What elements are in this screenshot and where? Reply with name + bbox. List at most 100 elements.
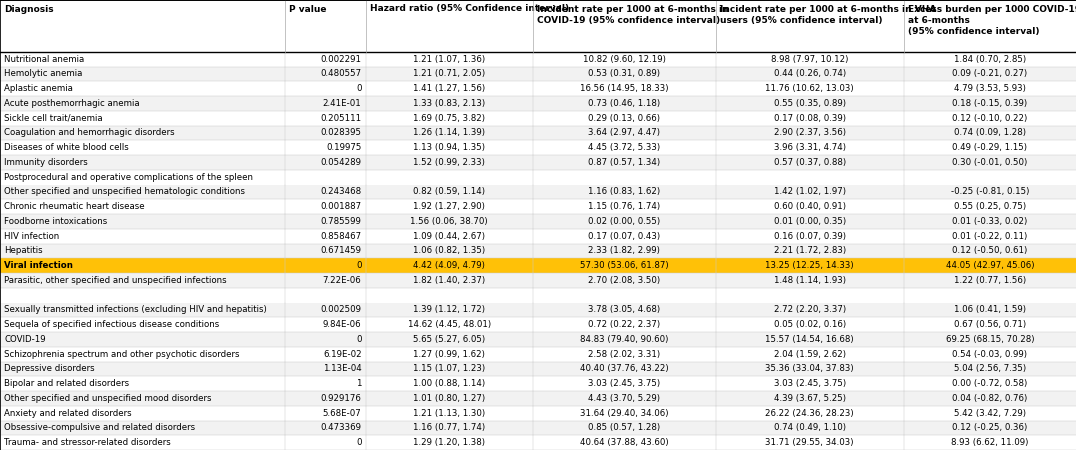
Text: 1.52 (0.99, 2.33): 1.52 (0.99, 2.33) <box>413 158 485 167</box>
Text: 0.49 (-0.29, 1.15): 0.49 (-0.29, 1.15) <box>952 143 1028 152</box>
Text: 1.22 (0.77, 1.56): 1.22 (0.77, 1.56) <box>953 276 1027 285</box>
Text: 1.69 (0.75, 3.82): 1.69 (0.75, 3.82) <box>413 114 485 123</box>
Text: Trauma- and stressor-related disorders: Trauma- and stressor-related disorders <box>4 438 171 447</box>
Bar <box>0 155 1076 170</box>
Text: 0.01 (-0.33, 0.02): 0.01 (-0.33, 0.02) <box>952 217 1028 226</box>
Text: Chronic rheumatic heart disease: Chronic rheumatic heart disease <box>4 202 145 211</box>
Text: Diseases of white blood cells: Diseases of white blood cells <box>4 143 129 152</box>
Text: 0.00 (-0.72, 0.58): 0.00 (-0.72, 0.58) <box>952 379 1028 388</box>
Text: 2.70 (2.08, 3.50): 2.70 (2.08, 3.50) <box>587 276 661 285</box>
Text: 7.22E-06: 7.22E-06 <box>323 276 362 285</box>
Text: 0.73 (0.46, 1.18): 0.73 (0.46, 1.18) <box>587 99 661 108</box>
Text: 1.48 (1.14, 1.93): 1.48 (1.14, 1.93) <box>774 276 846 285</box>
Text: 1.29 (1.20, 1.38): 1.29 (1.20, 1.38) <box>413 438 485 447</box>
Text: 0.30 (-0.01, 0.50): 0.30 (-0.01, 0.50) <box>952 158 1028 167</box>
Text: Incident rate per 1000 at 6-months in
COVID-19 (95% confidence interval): Incident rate per 1000 at 6-months in CO… <box>537 4 728 25</box>
Text: 1.21 (1.07, 1.36): 1.21 (1.07, 1.36) <box>413 54 485 63</box>
Text: 40.40 (37.76, 43.22): 40.40 (37.76, 43.22) <box>580 364 668 373</box>
Text: 0.01 (0.00, 0.35): 0.01 (0.00, 0.35) <box>774 217 846 226</box>
Text: 0.01 (-0.22, 0.11): 0.01 (-0.22, 0.11) <box>952 232 1028 241</box>
Text: Other specified and unspecified mood disorders: Other specified and unspecified mood dis… <box>4 394 212 403</box>
Text: 0.002291: 0.002291 <box>321 54 362 63</box>
Text: 0.09 (-0.21, 0.27): 0.09 (-0.21, 0.27) <box>952 69 1028 78</box>
Text: 1.16 (0.83, 1.62): 1.16 (0.83, 1.62) <box>587 187 661 196</box>
Text: Acute posthemorrhagic anemia: Acute posthemorrhagic anemia <box>4 99 140 108</box>
Text: 0.17 (0.08, 0.39): 0.17 (0.08, 0.39) <box>774 114 846 123</box>
Text: Sequela of specified infectious disease conditions: Sequela of specified infectious disease … <box>4 320 220 329</box>
Text: 1.09 (0.44, 2.67): 1.09 (0.44, 2.67) <box>413 232 485 241</box>
Text: 2.41E-01: 2.41E-01 <box>323 99 362 108</box>
Text: 0.82 (0.59, 1.14): 0.82 (0.59, 1.14) <box>413 187 485 196</box>
Text: Diagnosis: Diagnosis <box>4 4 54 13</box>
Text: Other specified and unspecified hematologic conditions: Other specified and unspecified hematolo… <box>4 187 245 196</box>
Bar <box>0 420 1076 435</box>
Text: 0.054289: 0.054289 <box>321 158 362 167</box>
Bar <box>0 214 1076 229</box>
Bar <box>0 81 1076 96</box>
Text: Parasitic, other specified and unspecified infections: Parasitic, other specified and unspecifi… <box>4 276 227 285</box>
Text: 5.42 (3.42, 7.29): 5.42 (3.42, 7.29) <box>954 409 1025 418</box>
Text: Obsessive-compulsive and related disorders: Obsessive-compulsive and related disorde… <box>4 423 196 432</box>
Text: 1.56 (0.06, 38.70): 1.56 (0.06, 38.70) <box>410 217 489 226</box>
Text: 57.30 (53.06, 61.87): 57.30 (53.06, 61.87) <box>580 261 668 270</box>
Text: 0: 0 <box>356 84 362 93</box>
Bar <box>0 258 1076 273</box>
Text: 3.03 (2.45, 3.75): 3.03 (2.45, 3.75) <box>587 379 661 388</box>
Bar <box>0 376 1076 391</box>
Text: 0.02 (0.00, 0.55): 0.02 (0.00, 0.55) <box>587 217 661 226</box>
Text: 3.03 (2.45, 3.75): 3.03 (2.45, 3.75) <box>774 379 846 388</box>
Text: 0.785599: 0.785599 <box>321 217 362 226</box>
Text: 1.21 (1.13, 1.30): 1.21 (1.13, 1.30) <box>413 409 485 418</box>
Bar <box>0 361 1076 376</box>
Text: Sexually transmitted infections (excluding HIV and hepatitis): Sexually transmitted infections (excludi… <box>4 306 267 315</box>
Bar <box>0 126 1076 140</box>
Text: 0.74 (0.49, 1.10): 0.74 (0.49, 1.10) <box>774 423 846 432</box>
Text: Excess burden per 1000 COVID-19
at 6-months
(95% confidence interval): Excess burden per 1000 COVID-19 at 6-mon… <box>908 4 1076 36</box>
Text: 0.04 (-0.82, 0.76): 0.04 (-0.82, 0.76) <box>952 394 1028 403</box>
Text: 0.85 (0.57, 1.28): 0.85 (0.57, 1.28) <box>587 423 661 432</box>
Text: 2.58 (2.02, 3.31): 2.58 (2.02, 3.31) <box>587 350 661 359</box>
Text: 84.83 (79.40, 90.60): 84.83 (79.40, 90.60) <box>580 335 668 344</box>
Text: Depressive disorders: Depressive disorders <box>4 364 95 373</box>
Bar <box>0 302 1076 317</box>
Text: 0.671459: 0.671459 <box>321 247 362 256</box>
Bar <box>0 229 1076 243</box>
Text: Immunity disorders: Immunity disorders <box>4 158 88 167</box>
Text: 8.98 (7.97, 10.12): 8.98 (7.97, 10.12) <box>771 54 848 63</box>
Text: 0.12 (-0.10, 0.22): 0.12 (-0.10, 0.22) <box>952 114 1028 123</box>
Text: 2.04 (1.59, 2.62): 2.04 (1.59, 2.62) <box>774 350 846 359</box>
Text: Schizophrenia spectrum and other psychotic disorders: Schizophrenia spectrum and other psychot… <box>4 350 240 359</box>
Text: 0.001887: 0.001887 <box>321 202 362 211</box>
Text: Viral infection: Viral infection <box>4 261 73 270</box>
Text: Coagulation and hemorrhagic disorders: Coagulation and hemorrhagic disorders <box>4 128 175 137</box>
Text: 0.12 (-0.25, 0.36): 0.12 (-0.25, 0.36) <box>952 423 1028 432</box>
Text: Postprocedural and operative complications of the spleen: Postprocedural and operative complicatio… <box>4 173 253 182</box>
Text: 1.00 (0.88, 1.14): 1.00 (0.88, 1.14) <box>413 379 485 388</box>
Text: Foodborne intoxications: Foodborne intoxications <box>4 217 108 226</box>
Text: Hemolytic anemia: Hemolytic anemia <box>4 69 83 78</box>
Text: Sickle cell trait/anemia: Sickle cell trait/anemia <box>4 114 103 123</box>
Text: 1: 1 <box>356 379 362 388</box>
Text: COVID-19: COVID-19 <box>4 335 46 344</box>
Bar <box>0 243 1076 258</box>
Text: 0.05 (0.02, 0.16): 0.05 (0.02, 0.16) <box>774 320 846 329</box>
Text: 1.33 (0.83, 2.13): 1.33 (0.83, 2.13) <box>413 99 485 108</box>
Text: 1.27 (0.99, 1.62): 1.27 (0.99, 1.62) <box>413 350 485 359</box>
Bar <box>0 67 1076 81</box>
Bar <box>0 96 1076 111</box>
Text: 1.39 (1.12, 1.72): 1.39 (1.12, 1.72) <box>413 306 485 315</box>
Text: 0.74 (0.09, 1.28): 0.74 (0.09, 1.28) <box>954 128 1025 137</box>
Bar <box>0 406 1076 420</box>
Bar <box>0 52 1076 67</box>
Text: 31.64 (29.40, 34.06): 31.64 (29.40, 34.06) <box>580 409 668 418</box>
Text: 5.65 (5.27, 6.05): 5.65 (5.27, 6.05) <box>413 335 485 344</box>
Text: 0.55 (0.25, 0.75): 0.55 (0.25, 0.75) <box>953 202 1027 211</box>
Text: 8.93 (6.62, 11.09): 8.93 (6.62, 11.09) <box>951 438 1029 447</box>
Text: Aplastic anemia: Aplastic anemia <box>4 84 73 93</box>
Text: 0.473369: 0.473369 <box>321 423 362 432</box>
Text: 0.72 (0.22, 2.37): 0.72 (0.22, 2.37) <box>587 320 661 329</box>
Text: 0.57 (0.37, 0.88): 0.57 (0.37, 0.88) <box>774 158 846 167</box>
Text: 0.17 (0.07, 0.43): 0.17 (0.07, 0.43) <box>587 232 661 241</box>
Text: 0: 0 <box>356 438 362 447</box>
Text: 5.68E-07: 5.68E-07 <box>323 409 362 418</box>
